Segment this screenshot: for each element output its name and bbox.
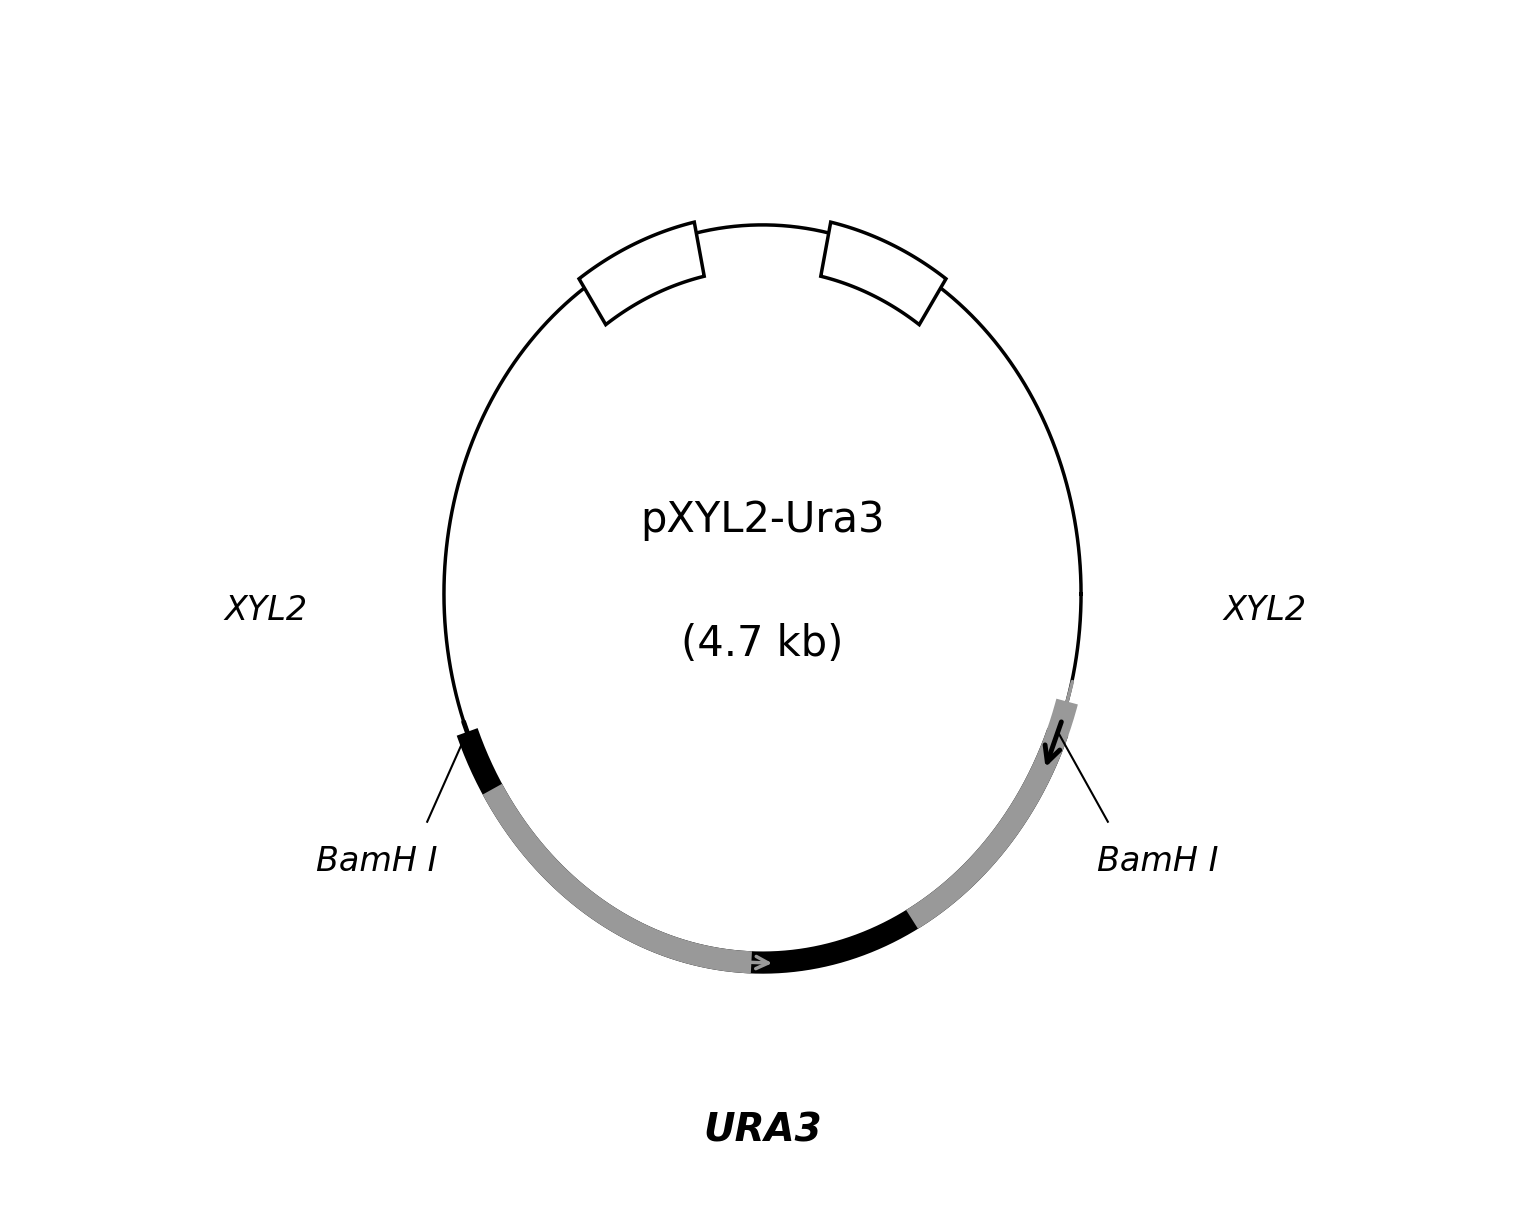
Text: BamH I: BamH I (316, 845, 438, 878)
Text: BamH I: BamH I (1098, 845, 1218, 878)
Polygon shape (820, 222, 946, 325)
Text: URA3: URA3 (703, 1111, 822, 1149)
Text: XYL2: XYL2 (1225, 593, 1307, 628)
Text: pXYL2-Ura3: pXYL2-Ura3 (640, 499, 884, 541)
Text: XYL2: XYL2 (224, 593, 308, 628)
Text: (4.7 kb): (4.7 kb) (682, 623, 843, 665)
Polygon shape (580, 222, 705, 325)
